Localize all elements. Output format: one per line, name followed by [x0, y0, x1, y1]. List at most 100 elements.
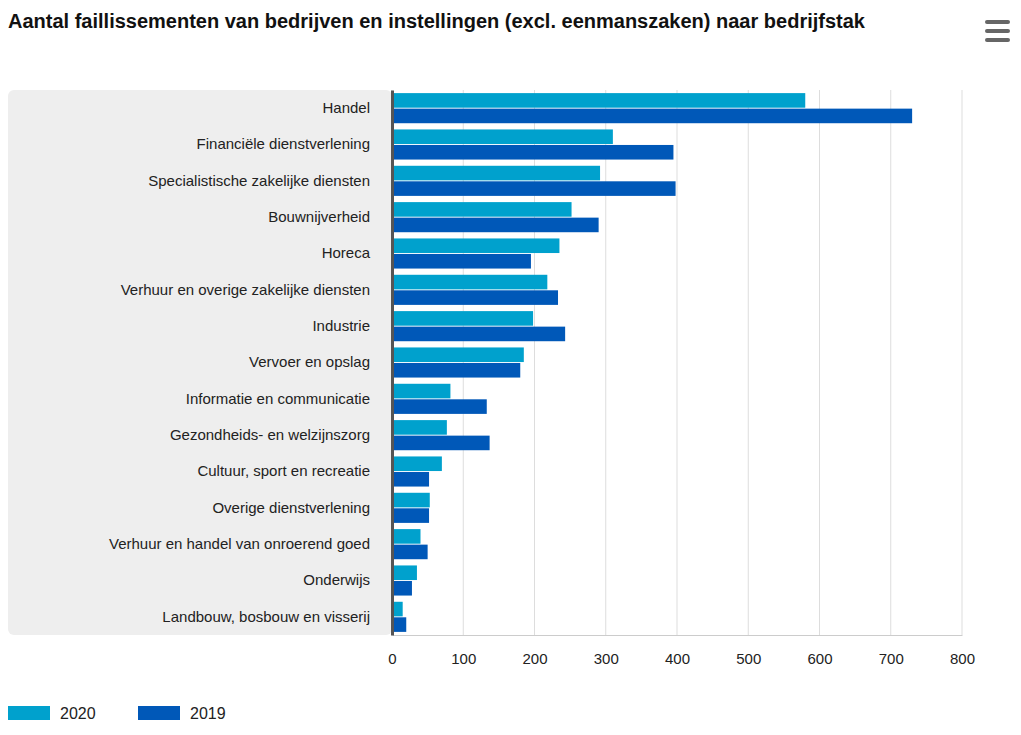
x-tick: 600 — [807, 635, 832, 667]
bar — [392, 565, 417, 580]
bar — [392, 311, 533, 326]
bar — [392, 508, 429, 523]
bar — [392, 436, 490, 451]
bar — [392, 617, 406, 632]
bar — [392, 456, 442, 471]
bar — [392, 290, 558, 305]
y-tick-label: Overige dienstverlening — [212, 499, 370, 516]
y-tick: Horeca — [322, 244, 371, 261]
bar — [392, 545, 428, 560]
y-tick-label: Gezondheids- en welzijnszorg — [170, 426, 370, 443]
grid-line — [605, 90, 606, 635]
bar — [392, 181, 676, 196]
grid-line — [748, 90, 749, 635]
y-tick: Gezondheids- en welzijnszorg — [170, 426, 370, 443]
y-tick: Verhuur en handel van onroerend goed — [109, 535, 370, 552]
bar — [392, 363, 520, 378]
x-tick: 300 — [594, 635, 619, 667]
y-tick-label: Handel — [322, 99, 370, 116]
bar — [392, 384, 450, 399]
y-tick-label: Vervoer en opslag — [249, 353, 370, 370]
label-background — [8, 90, 392, 635]
x-tick: 700 — [879, 635, 904, 667]
legend-swatch — [8, 706, 50, 720]
bar — [392, 129, 613, 144]
legend-item[interactable]: 2020 — [8, 705, 96, 722]
bar — [392, 581, 412, 596]
y-tick-label: Verhuur en handel van onroerend goed — [109, 535, 370, 552]
bar — [392, 109, 912, 124]
y-tick: Financiële dienstverlening — [197, 135, 370, 152]
bar — [392, 327, 565, 342]
bar — [392, 145, 673, 160]
y-tick: Verhuur en overige zakelijke diensten — [121, 281, 370, 298]
y-tick: Handel — [322, 99, 370, 116]
x-tick-label: 700 — [879, 650, 904, 667]
menu-line — [985, 29, 1010, 33]
bar — [392, 493, 430, 508]
bar — [392, 254, 531, 269]
y-tick: Overige dienstverlening — [212, 499, 370, 516]
chart-title: Aantal faillissementen van bedrijven en … — [8, 8, 883, 34]
x-tick: 800 — [950, 635, 975, 667]
legend: 2020 2019 — [8, 705, 226, 722]
x-axis-line — [393, 635, 963, 636]
bar — [392, 93, 805, 108]
grid — [392, 90, 962, 635]
y-tick: Industrie — [312, 317, 370, 334]
x-axis: 0 100 200 300 400 500 600 700 800 — [388, 635, 975, 667]
y-axis: Handel Financiële dienstverlening Speciali… — [109, 91, 393, 636]
bars — [392, 93, 912, 632]
y-tick-label: Industrie — [312, 317, 370, 334]
y-tick-label: Landbouw, bosbouw en visserij — [162, 608, 370, 625]
y-tick-label: Informatie en communicatie — [186, 390, 370, 407]
y-tick-label: Horeca — [322, 244, 371, 261]
bar — [392, 202, 572, 217]
x-tick-label: 100 — [451, 650, 476, 667]
y-tick-label: Onderwijs — [303, 571, 370, 588]
y-tick-label: Bouwnijverheid — [268, 208, 370, 225]
x-tick-label: 200 — [522, 650, 547, 667]
x-tick: 500 — [736, 635, 761, 667]
x-tick-label: 800 — [950, 650, 975, 667]
x-tick: 0 — [388, 635, 396, 667]
y-tick: Landbouw, bosbouw en visserij — [162, 608, 370, 625]
bar — [392, 238, 559, 253]
y-tick: Cultuur, sport en recreatie — [197, 462, 370, 479]
legend-item[interactable]: 2019 — [138, 705, 226, 722]
y-tick-label: Specialistische zakelijke diensten — [148, 172, 370, 189]
menu-line — [985, 20, 1010, 24]
grid-line — [677, 90, 678, 635]
bar — [392, 529, 421, 544]
menu-icon[interactable] — [985, 20, 1010, 42]
x-tick: 100 — [451, 635, 476, 667]
y-tick: Specialistische zakelijke diensten — [148, 172, 370, 189]
bar — [392, 275, 547, 290]
y-tick-label: Financiële dienstverlening — [197, 135, 370, 152]
y-tick-label: Cultuur, sport en recreatie — [197, 462, 370, 479]
bar — [392, 472, 429, 487]
y-tick-label: Verhuur en overige zakelijke diensten — [121, 281, 370, 298]
x-tick-label: 500 — [736, 650, 761, 667]
grid-line — [962, 90, 963, 635]
y-tick: Vervoer en opslag — [249, 353, 370, 370]
chart-svg: 0 100 200 300 400 500 600 700 800 Handel Financiël… — [0, 0, 1021, 735]
legend-label: 2019 — [190, 705, 226, 722]
y-axis-line — [391, 91, 394, 636]
menu-line — [985, 38, 1010, 42]
series-bars — [392, 109, 912, 632]
series-bars — [392, 93, 805, 616]
grid-line — [392, 90, 393, 635]
bar — [392, 166, 600, 181]
y-tick: Informatie en communicatie — [186, 390, 370, 407]
bar — [392, 347, 524, 362]
y-tick: Onderwijs — [303, 571, 370, 588]
y-tick: Bouwnijverheid — [268, 208, 370, 225]
legend-label: 2020 — [60, 705, 96, 722]
bar — [392, 218, 599, 233]
x-tick-label: 400 — [665, 650, 690, 667]
x-tick: 400 — [665, 635, 690, 667]
x-tick-label: 300 — [594, 650, 619, 667]
bar — [392, 399, 487, 414]
grid-line — [819, 90, 820, 635]
